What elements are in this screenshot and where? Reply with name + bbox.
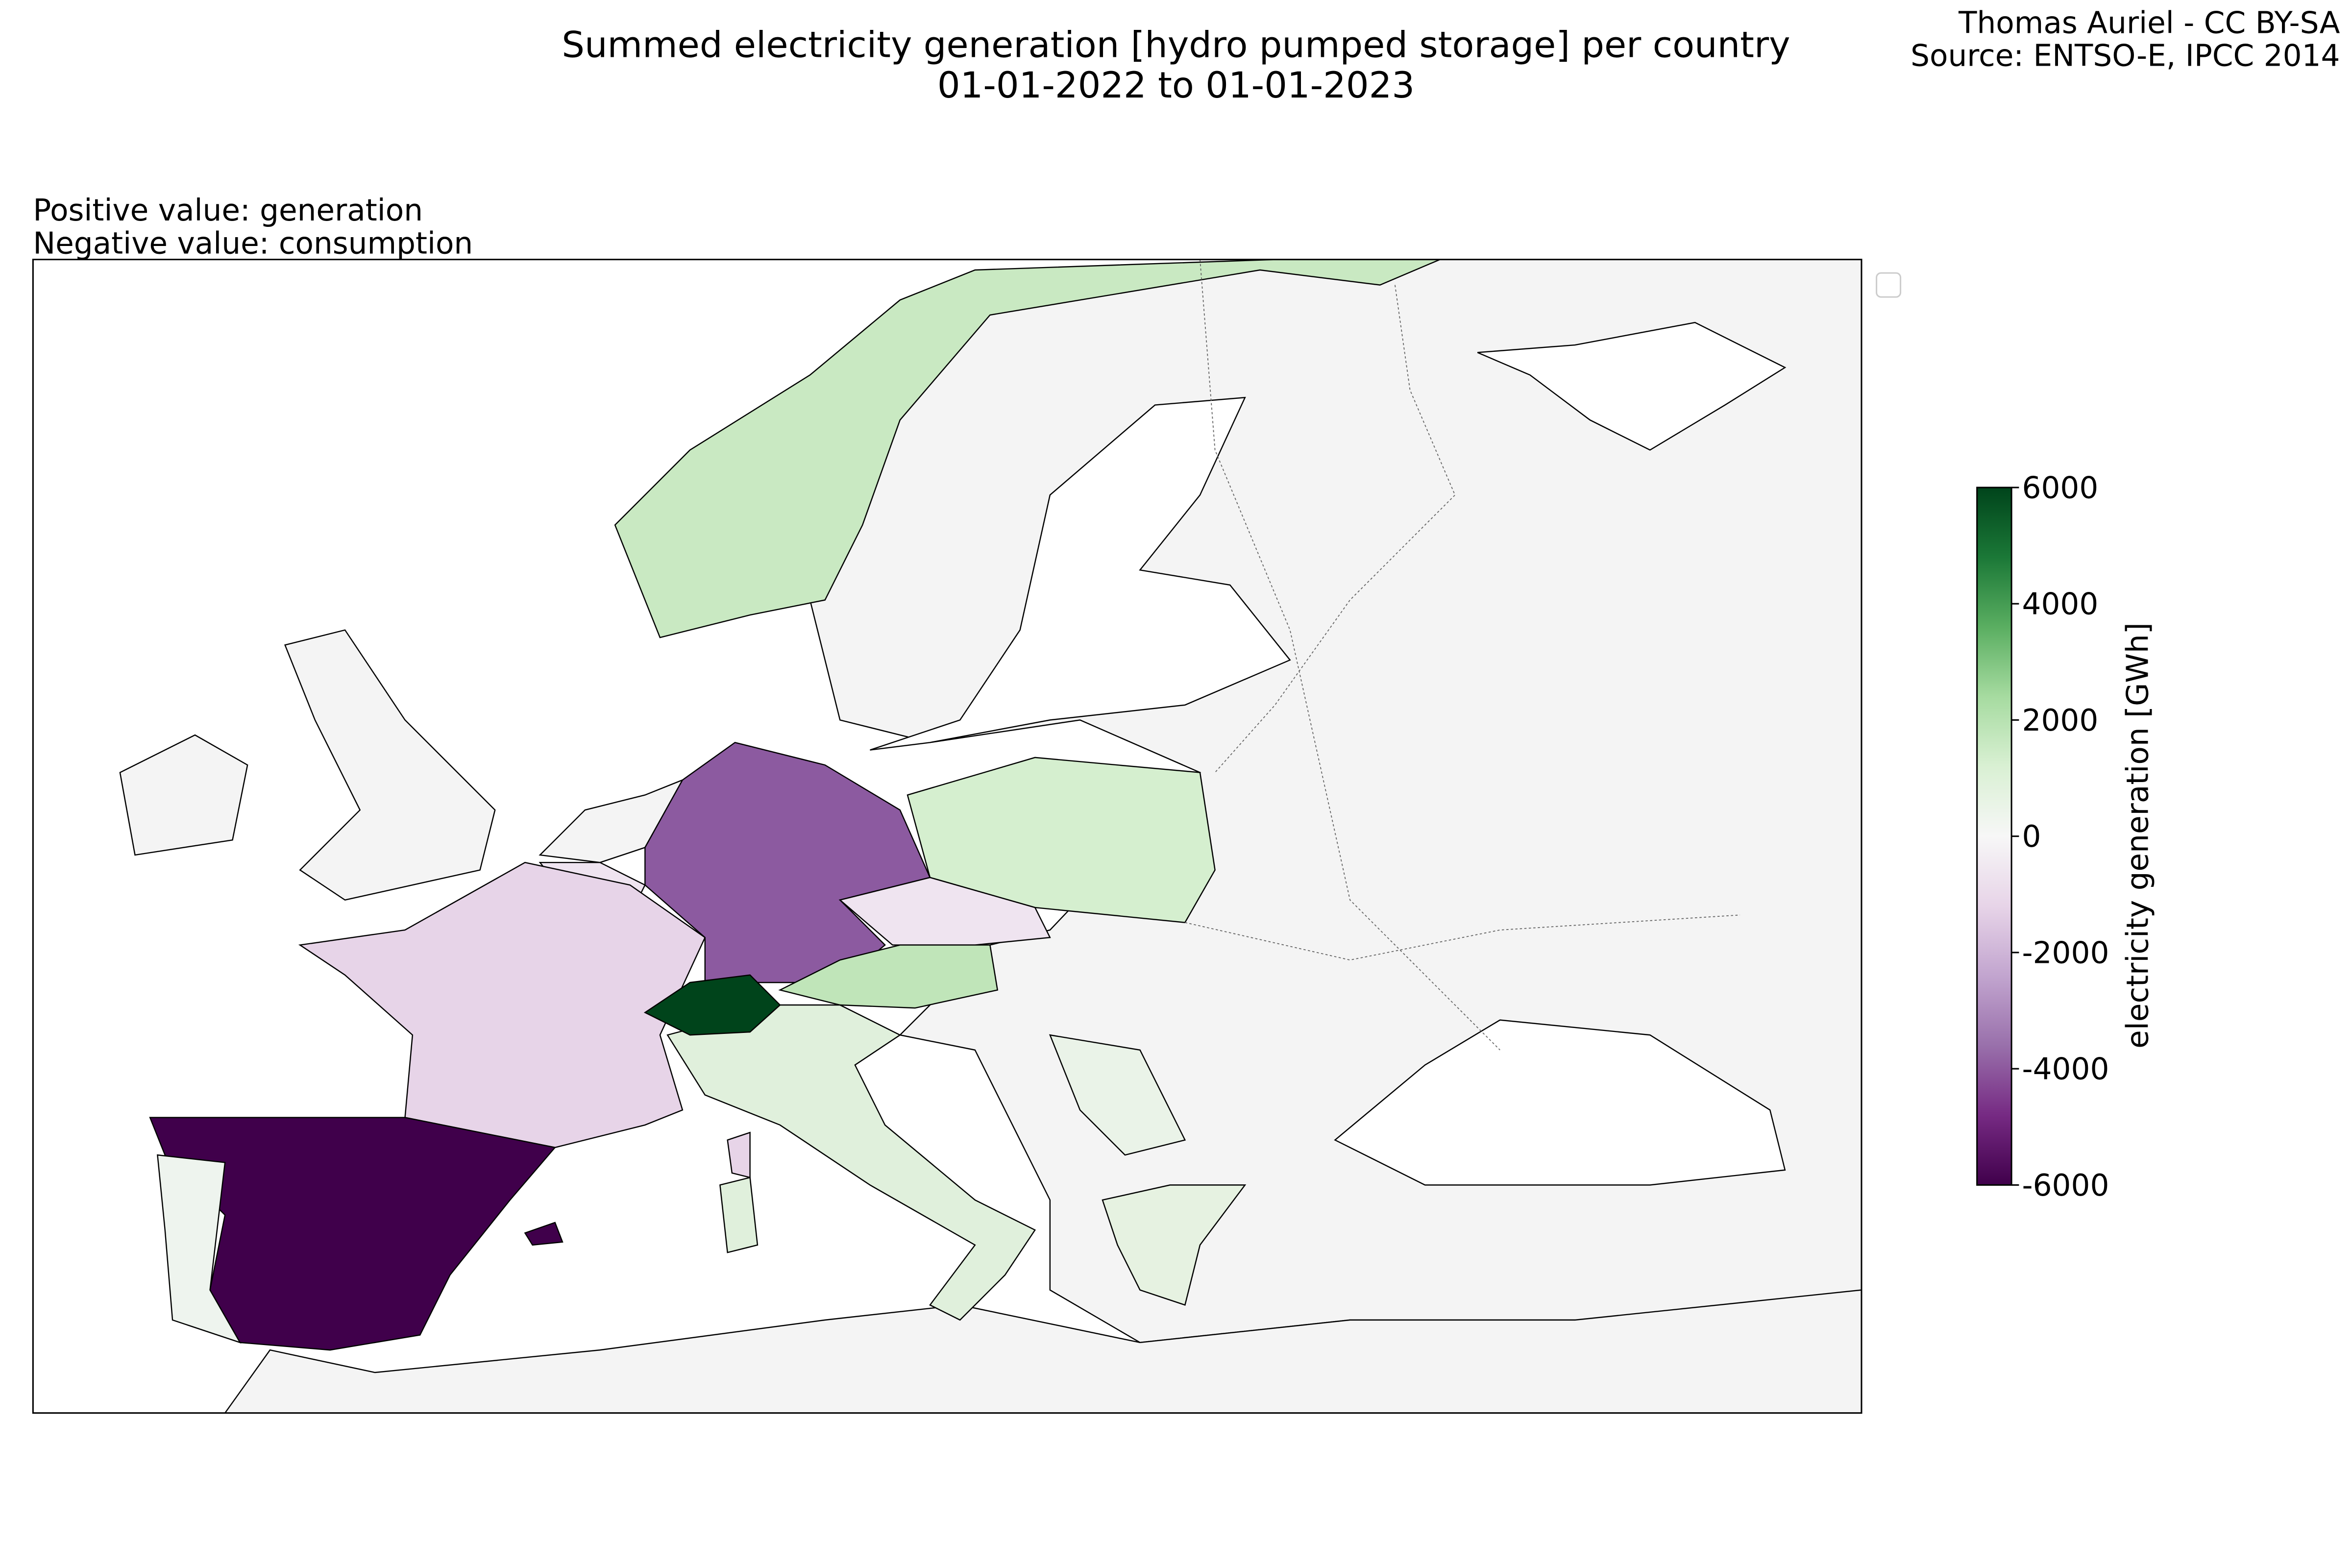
colorbar [1976,487,2012,1186]
island [727,1131,751,1178]
land [284,629,496,901]
map [33,259,1862,1413]
country [838,877,1051,946]
country [644,741,931,983]
country [643,974,781,1036]
legend-box [1876,272,1902,298]
sea [1477,321,1787,451]
colorbar-tick-label: 2000 [2022,703,2099,738]
country [614,259,1441,638]
map-frame [32,259,1862,1414]
attribution: Thomas Auriel - CC BY-SA [1958,5,2340,40]
colorbar-tick-label: -6000 [2022,1168,2109,1203]
country [298,861,706,1149]
colorbar-tick-label: -2000 [2022,935,2109,970]
country [157,1154,242,1344]
island [719,1176,759,1253]
note: Positive value: generation [33,193,423,228]
island [524,1222,564,1246]
note: Negative value: consumption [33,226,473,261]
land [224,1289,1862,1413]
sea [1334,1019,1786,1186]
country [666,1004,1036,1321]
country [1102,1184,1247,1306]
title-line: Summed electricity generation [hydro pum… [562,24,1790,66]
title-line: 01-01-2022 to 01-01-2023 [937,65,1415,106]
colorbar-tick-label: 4000 [2022,587,2099,622]
country [778,944,999,1009]
sea [870,396,1291,751]
colorbar-tick-label: 0 [2022,819,2041,854]
attribution: Source: ENTSO-E, IPCC 2014 [1911,39,2340,74]
country [1049,1034,1186,1156]
land [119,734,248,856]
colorbar-tick-label: -4000 [2022,1052,2109,1087]
colorbar-label: electricity generation [GWh] [2121,622,2156,1048]
colorbar-tick-label: 6000 [2022,470,2099,505]
